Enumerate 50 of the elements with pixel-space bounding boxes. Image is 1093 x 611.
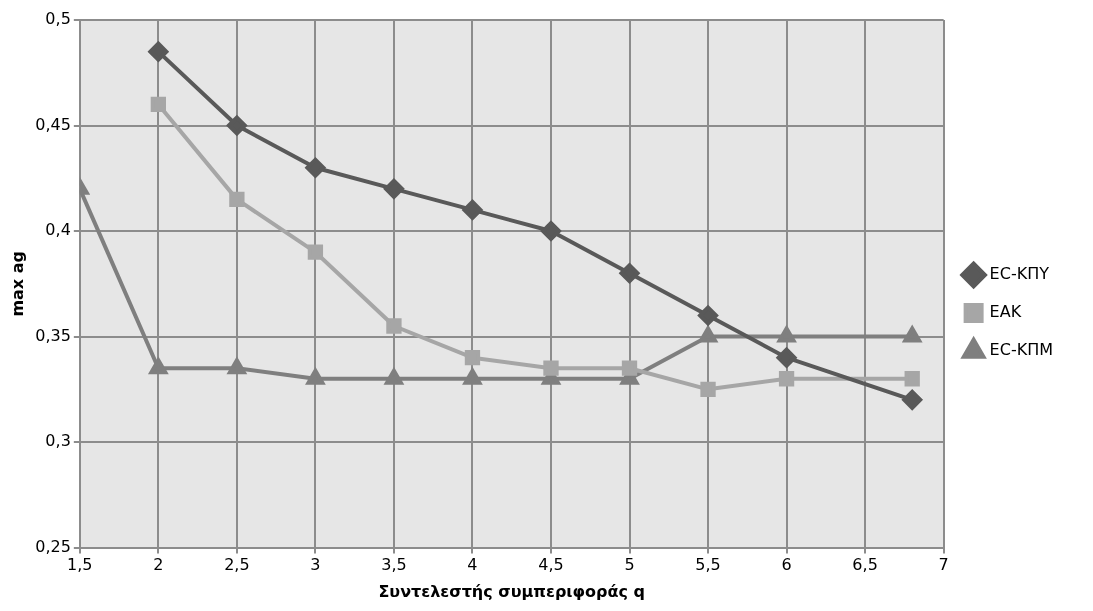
y-tick-label: 0,35: [35, 325, 71, 345]
point: [902, 389, 923, 410]
point: [385, 368, 403, 385]
y-tick-label: 0,3: [45, 431, 71, 451]
point: [227, 358, 246, 375]
point: [383, 178, 404, 199]
point: [306, 368, 325, 385]
y-tick-label: 0,5: [45, 9, 71, 29]
point: [904, 371, 920, 387]
point: [305, 157, 326, 178]
x-tick-label: 5: [624, 555, 635, 575]
point: [777, 326, 796, 343]
point: [698, 305, 719, 326]
point: [307, 244, 324, 260]
x-axis-title: Συντελεστής συμπεριφοράς q: [378, 581, 646, 601]
legend-label: ΕΑΚ: [989, 302, 1022, 322]
point: [150, 96, 167, 113]
point: [699, 326, 717, 343]
x-tick-label: 2: [153, 555, 164, 575]
point: [462, 199, 483, 220]
x-tick-label: 5,5: [695, 555, 721, 575]
legend-label: EC-ΚΠΥ: [989, 264, 1050, 284]
point: [700, 381, 716, 397]
legend-label: EC-ΚΠΜ: [989, 340, 1054, 360]
point: [229, 191, 245, 208]
y-tick-label: 0,25: [35, 536, 71, 556]
point: [148, 41, 169, 62]
point: [149, 358, 168, 375]
x-tick-label: 1,5: [67, 555, 93, 575]
y-tick-label: 0,45: [35, 114, 71, 134]
y-axis-title: max ag: [7, 251, 27, 317]
x-tick-label: 3: [310, 555, 321, 575]
point: [778, 371, 795, 387]
point: [463, 368, 482, 385]
x-tick-label: 4: [467, 555, 478, 575]
point: [621, 360, 638, 376]
point: [619, 263, 640, 284]
x-tick-label: 6: [781, 555, 792, 575]
point: [386, 318, 402, 334]
x-tick-label: 4,5: [538, 555, 564, 575]
point: [540, 221, 561, 242]
point: [776, 347, 797, 368]
point: [543, 360, 559, 376]
x-tick-label: 3,5: [381, 555, 407, 575]
point: [464, 350, 481, 366]
y-tick-label: 0,4: [45, 220, 71, 240]
point: [226, 115, 247, 136]
x-tick-label: 2,5: [224, 555, 250, 575]
x-tick-label: 6,5: [852, 555, 878, 575]
x-tick-label: 7: [938, 555, 949, 575]
